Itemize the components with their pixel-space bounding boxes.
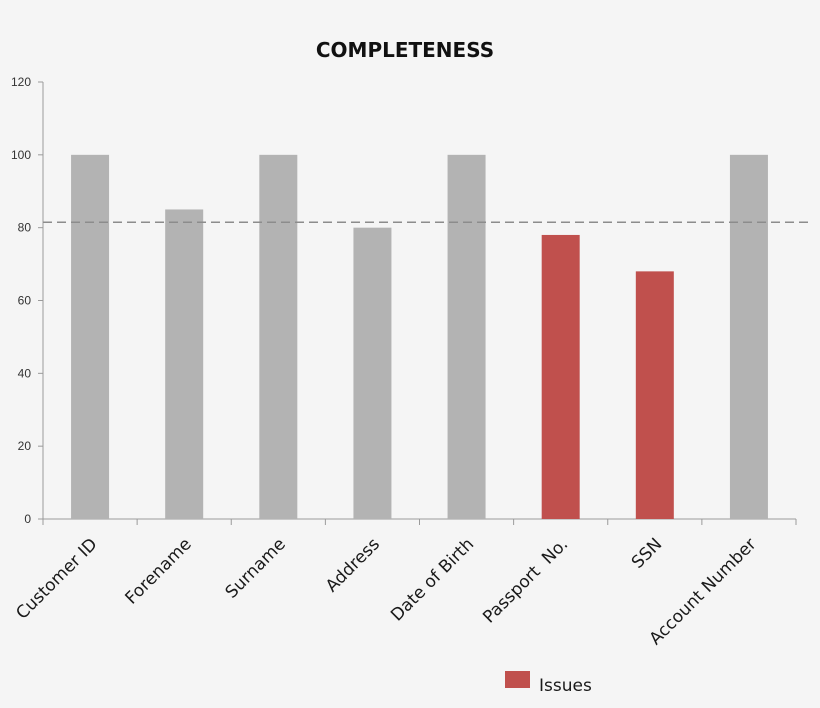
x-tick-labels: Customer ID Forename Surname Address Date of… (12, 534, 760, 649)
legend-label-issues: Issues (539, 676, 592, 696)
x-axis (42, 518, 797, 525)
bar-ssn (635, 271, 674, 519)
y-tick-label-40: 40 (18, 366, 32, 380)
x-tick-label-date-of-birth: Date of Birth (387, 534, 478, 625)
bar-passport-no (541, 234, 580, 519)
bar-date-of-birth (447, 154, 486, 520)
x-tick-label-address: Address (322, 534, 384, 596)
y-tick-label-0: 0 (24, 512, 31, 526)
legend-swatch-issues (505, 671, 530, 688)
y-tick-label-120: 120 (11, 75, 31, 89)
y-tick-label-80: 80 (18, 221, 32, 235)
bars (71, 154, 768, 520)
x-tick-label-passport-no: Passport No. (479, 534, 572, 627)
bar-customer-id (71, 154, 110, 520)
chart-title: COMPLETENESS (316, 38, 494, 62)
y-tick-label-60: 60 (18, 294, 32, 308)
legend: Issues (505, 671, 592, 696)
bar-account-number (729, 154, 768, 520)
y-tick-label-100: 100 (11, 148, 31, 162)
x-tick-label-forename: Forename (122, 534, 196, 608)
bar-address (353, 227, 392, 519)
x-tick-label-customer-id: Customer ID (12, 534, 101, 623)
y-tick-label-20: 20 (18, 439, 32, 453)
x-tick-label-ssn: SSN (628, 534, 666, 572)
y-axis: 0 20 40 60 80 100 120 (11, 75, 44, 526)
bar-forename (165, 209, 204, 520)
bar-surname (259, 154, 298, 520)
x-tick-label-surname: Surname (222, 534, 290, 602)
